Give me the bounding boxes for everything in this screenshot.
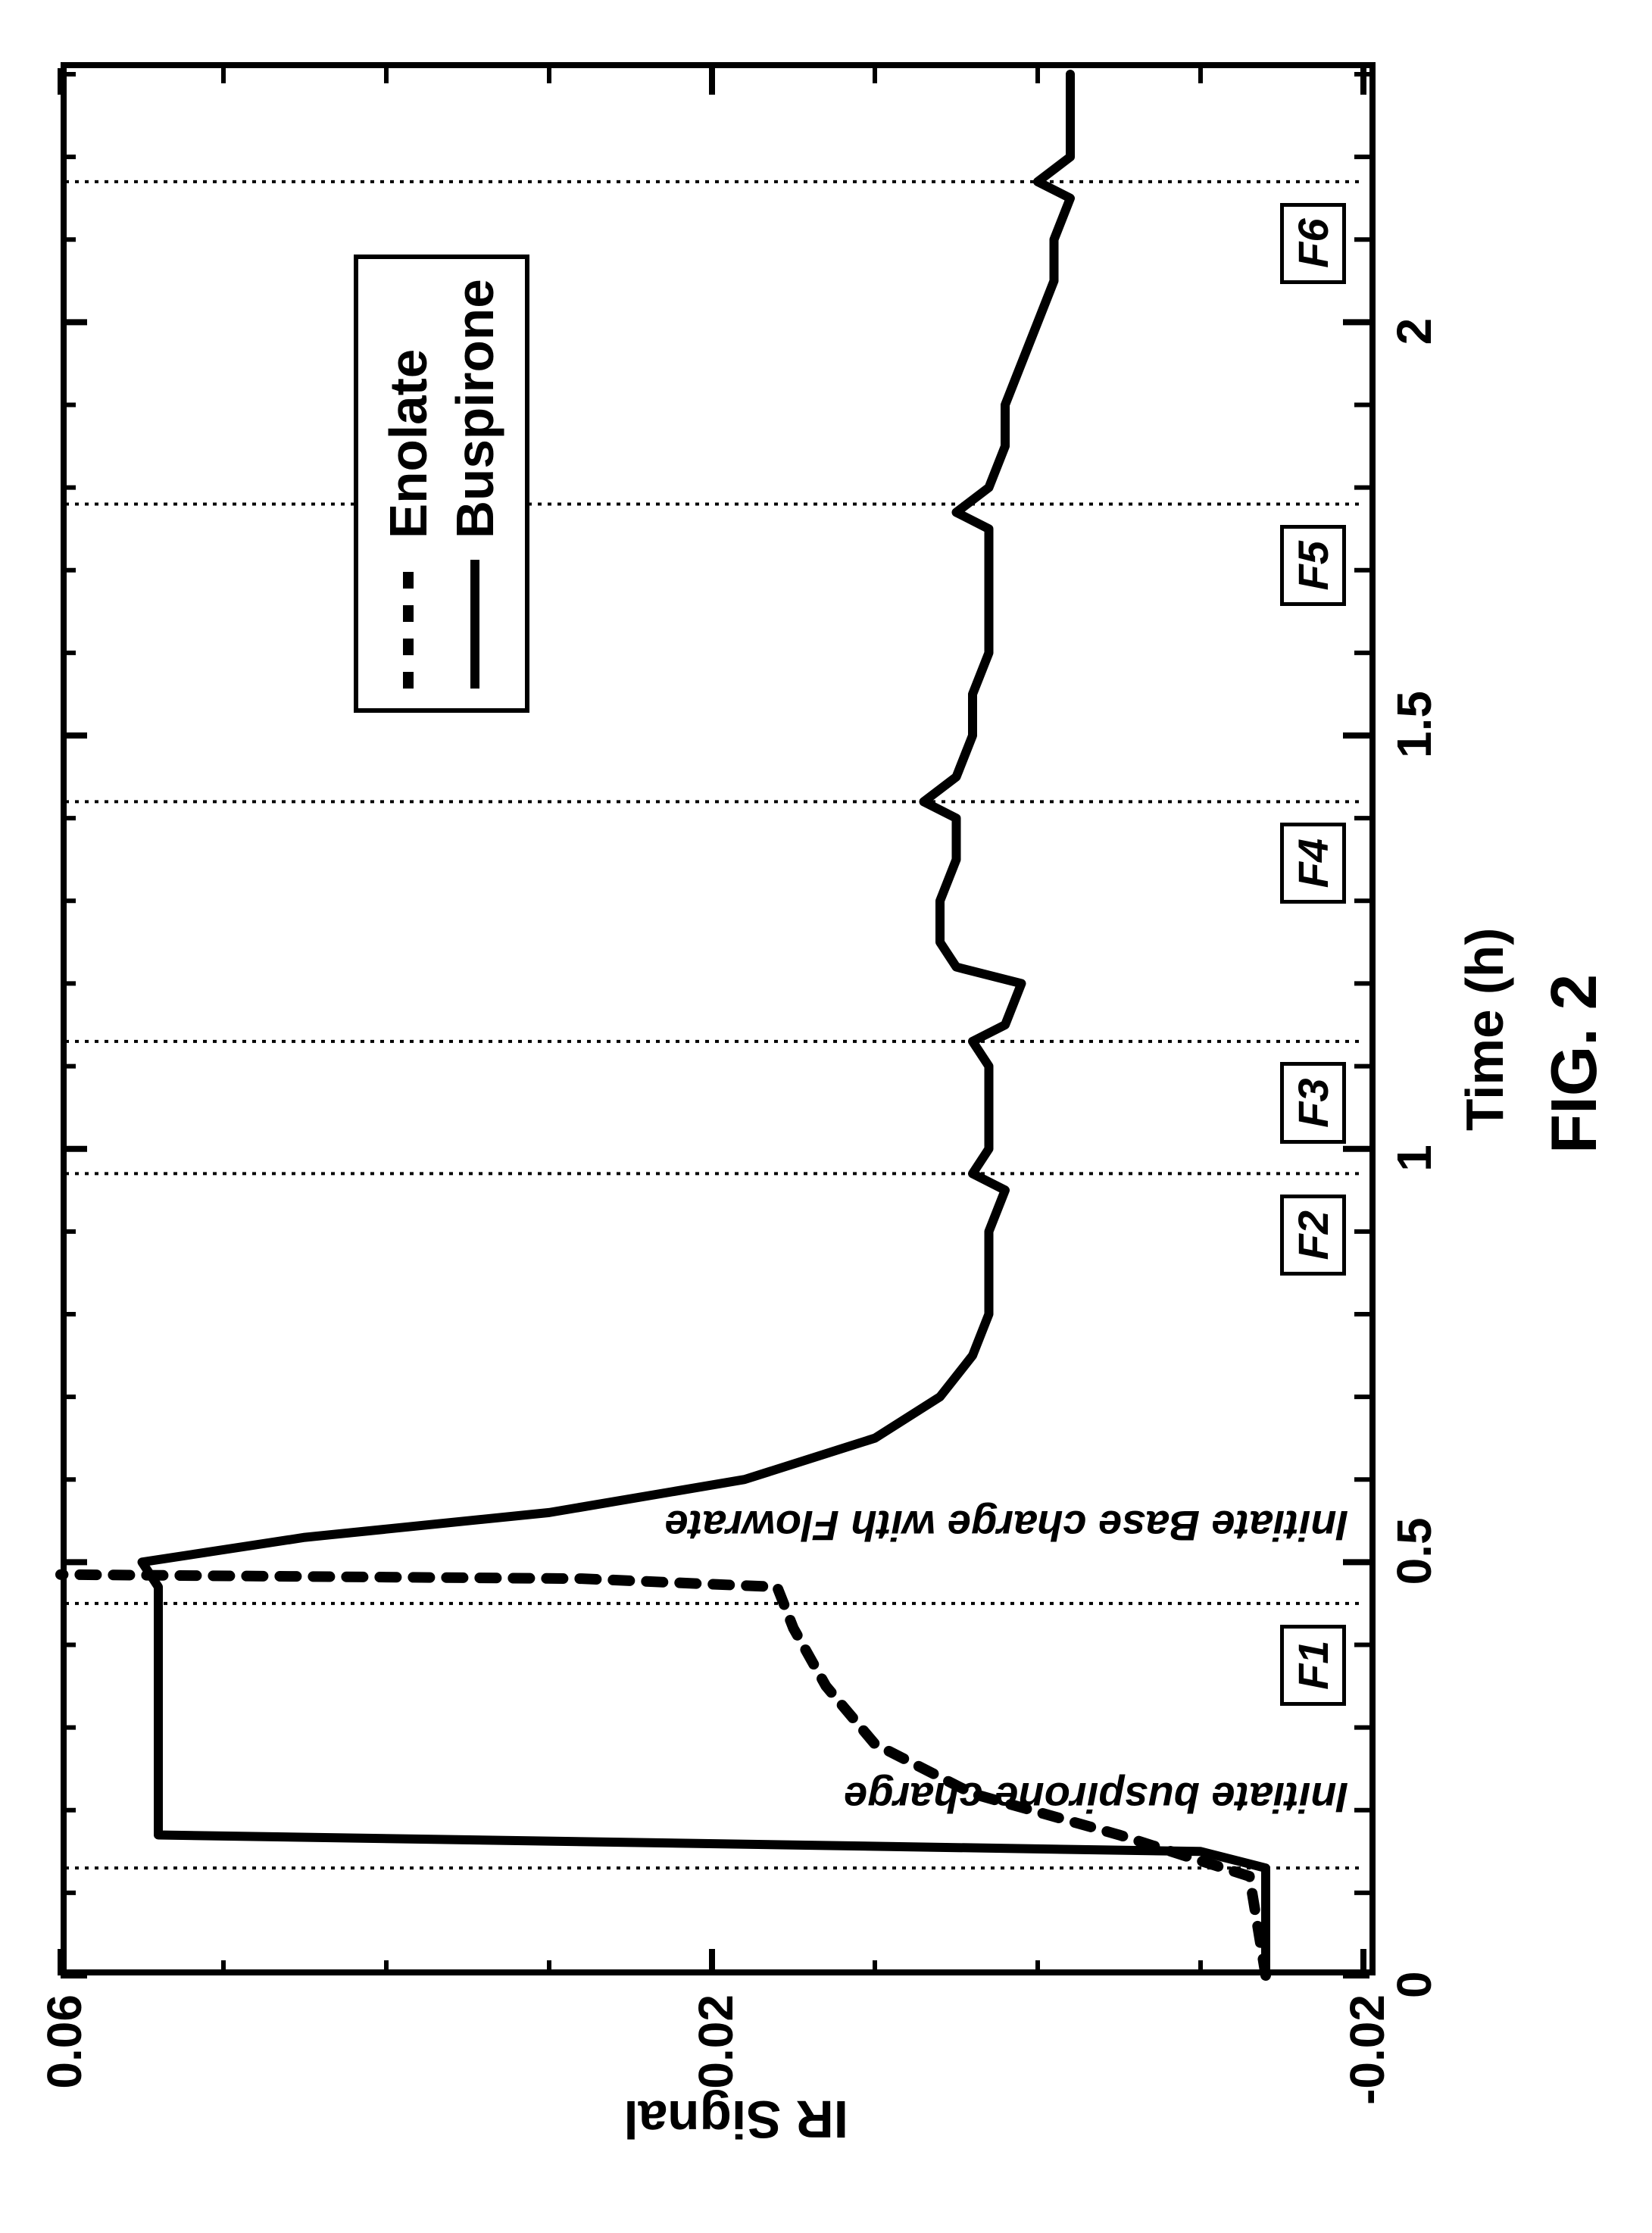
annotation-initiate-buspirone: Initiate buspirone charge [844, 1773, 1348, 1822]
flow-label-f6: F6 [1280, 203, 1346, 284]
legend-swatch [397, 560, 420, 689]
flow-label-f3: F3 [1280, 1062, 1346, 1143]
flow-label-f1: F1 [1280, 1625, 1346, 1706]
legend-label: Buspirone [445, 279, 505, 539]
annotation-initiate-base: Initiate Base charge with Flowrate [665, 1501, 1348, 1551]
legend: EnolateBuspirone [354, 255, 529, 713]
x-axis-label: Time (h) [1454, 928, 1515, 1131]
x-tick-label: 0 [1386, 1971, 1442, 1998]
y-tick-label: 0.06 [36, 1994, 92, 2089]
flow-label-f2: F2 [1280, 1195, 1346, 1276]
legend-item: Buspirone [445, 279, 505, 689]
y-tick-label: -0.02 [1339, 1994, 1395, 2105]
page: IR Signal Time (h) FIG. 2 EnolateBuspiro… [0, 0, 1652, 2233]
x-tick-label: 1.5 [1386, 691, 1442, 758]
rotated-chart-container: IR Signal Time (h) FIG. 2 EnolateBuspiro… [0, 0, 1652, 2233]
legend-item: Enolate [378, 279, 439, 689]
y-tick-label: 0.02 [688, 1994, 744, 2089]
figure-label: FIG. 2 [1538, 974, 1612, 1154]
legend-swatch [464, 560, 486, 689]
y-axis-label: IR Signal [623, 2089, 848, 2150]
x-tick-label: 2 [1386, 318, 1442, 345]
flow-label-f5: F5 [1280, 525, 1346, 606]
legend-label: Enolate [378, 349, 439, 539]
x-tick-label: 0.5 [1386, 1517, 1442, 1585]
flow-label-f4: F4 [1280, 823, 1346, 904]
x-tick-label: 1 [1386, 1145, 1442, 1172]
